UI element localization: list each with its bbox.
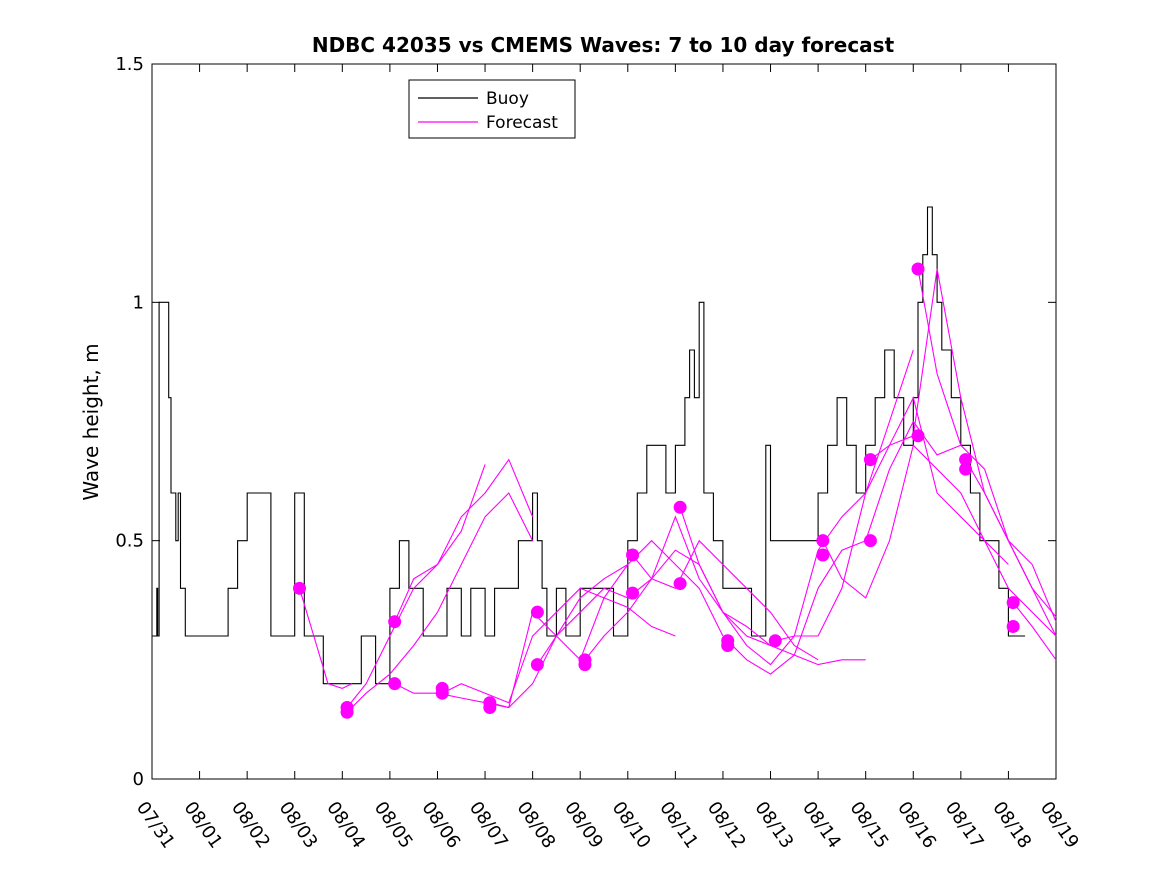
forecast-series-line <box>394 464 486 622</box>
x-axis: 07/31 08/01 08/02 08/03 08/04 08/05 08/06 08/07… <box>132 64 1083 852</box>
x-tick-label: 08/03 <box>275 798 322 853</box>
forecast-series-line <box>632 515 866 666</box>
x-tick-label: 07/31 <box>132 798 179 853</box>
legend-forecast-label: Forecast <box>486 113 558 133</box>
forecast-point <box>911 429 925 443</box>
forecast-point <box>768 634 782 648</box>
forecast-series-line <box>822 444 1057 637</box>
forecast-series-line <box>917 268 1057 622</box>
forecast-point <box>673 500 687 514</box>
forecast-points <box>292 262 1020 719</box>
forecast-point <box>530 658 544 672</box>
x-tick-label: 08/14 <box>798 798 845 853</box>
forecast-point <box>863 453 877 467</box>
x-tick-label: 08/13 <box>750 798 797 853</box>
y-tick-label: 1.5 <box>115 54 144 75</box>
x-tick-label: 08/15 <box>846 798 893 853</box>
forecast-series-line <box>441 587 676 704</box>
legend: Buoy Forecast <box>408 79 576 139</box>
x-tick-label: 08/08 <box>513 798 560 853</box>
forecast-point <box>530 605 544 619</box>
forecast-point <box>816 548 830 562</box>
y-tick-label: 1 <box>133 292 144 313</box>
forecast-point <box>483 701 497 714</box>
forecast-point <box>1006 619 1020 633</box>
forecast-point <box>292 581 306 595</box>
forecast-point <box>388 677 402 691</box>
y-axis: 0 0.5 1 1.5 <box>115 54 1056 790</box>
forecast-point <box>721 639 735 653</box>
legend-box <box>408 79 576 139</box>
forecast-point <box>816 534 830 548</box>
x-tick-label: 08/02 <box>227 798 274 853</box>
forecast-series-line <box>298 588 353 689</box>
forecast-series-line <box>536 549 771 665</box>
forecast-point <box>959 462 973 476</box>
x-tick-label: 08/06 <box>417 798 464 853</box>
chart-title: NDBC 42035 vs CMEMS Waves: 7 to 10 day f… <box>312 33 895 57</box>
forecast-point <box>673 577 687 591</box>
y-tick-label: 0 <box>133 769 144 790</box>
forecast-point <box>911 262 925 276</box>
y-axis-label: Wave height, m <box>79 343 103 500</box>
x-tick-label: 08/09 <box>560 798 607 853</box>
plot-frame <box>151 63 1057 780</box>
x-tick-label: 08/01 <box>179 798 226 853</box>
forecast-point <box>578 658 592 672</box>
forecast-series-line <box>965 459 1057 637</box>
x-tick-label: 08/11 <box>655 798 702 853</box>
x-tick-label: 08/05 <box>370 798 417 853</box>
forecast-series-line <box>870 268 1057 618</box>
forecast-point <box>1006 596 1020 610</box>
forecast-point <box>388 615 402 629</box>
forecast-series-line <box>584 539 819 661</box>
y-tick-label: 0.5 <box>115 531 144 552</box>
x-tick-label: 08/18 <box>988 798 1035 853</box>
forecast-point <box>626 548 640 562</box>
series-layer <box>152 206 1057 713</box>
forecast-point <box>626 586 640 600</box>
forecast-point <box>959 453 973 467</box>
x-tick-label: 08/04 <box>322 798 369 853</box>
forecast-series-line <box>489 539 724 709</box>
x-tick-label: 08/10 <box>608 798 655 853</box>
forecast-point <box>340 705 354 719</box>
forecast-point <box>863 534 877 548</box>
x-tick-label: 08/17 <box>941 798 988 853</box>
x-tick-label: 08/07 <box>465 798 512 853</box>
x-tick-label: 08/12 <box>703 798 750 853</box>
x-tick-label: 08/19 <box>1036 798 1083 853</box>
legend-buoy-label: Buoy <box>486 89 529 109</box>
forecast-series-line <box>1012 602 1057 661</box>
buoy-series-line <box>152 206 1026 685</box>
x-tick-label: 08/16 <box>893 798 940 853</box>
forecast-series-line <box>346 492 534 713</box>
forecast-point <box>435 686 449 700</box>
